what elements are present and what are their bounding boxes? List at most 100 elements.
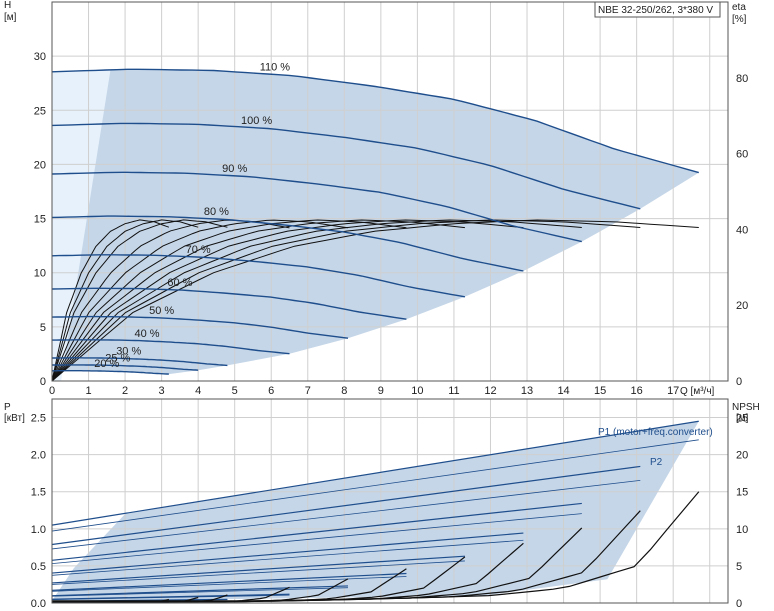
power-p1-curve [51,532,524,574]
efficiency-tick-label: 60 [736,149,748,161]
head-tick-label: 30 [34,51,46,63]
npsh-axis-unit: [м] [736,413,749,424]
x-tick-label: 4 [195,385,201,397]
head-curve-50 [51,315,349,339]
power-tick-label: 2.5 [31,413,46,425]
head-axis-unit: [м] [4,12,17,23]
head-tick-label: 10 [34,268,46,280]
head-curve-label: 80 % [204,206,229,218]
efficiency-curve-20 [51,219,170,382]
power-p2-curve [51,560,465,585]
x-tick-label: 2 [122,385,128,397]
power-p2-curve [51,587,348,597]
power-p1-curve [51,572,407,591]
power-tick-label: 0.0 [31,598,46,610]
head-tick-label: 25 [34,105,46,117]
p1-series-label: P1 (motor+freq.converter) [598,427,713,438]
flow-axis-title: Q [м³/ч] [680,386,715,397]
head-curve-20 [52,370,169,375]
head-curve-label: 25 % [105,353,130,365]
head-curve-label: 30 % [116,346,141,358]
head-tick-label: 20 [34,159,46,171]
head-curve-label: 20 % [94,358,119,370]
x-tick-label: 7 [305,385,311,397]
head-tick-label: 15 [34,214,46,226]
power-p2-curve [51,601,169,603]
npsh-tick-label: 10 [736,524,748,536]
head-curve-70 [51,254,466,298]
x-tick-label: 17 [667,385,679,397]
x-tick-label: 9 [378,385,384,397]
power-p2-curve [51,439,699,532]
efficiency-tick-label: 40 [736,224,748,236]
top-plot-frame [51,1,729,382]
power-p1-curve [51,585,348,597]
efficiency-curve-60 [51,219,407,382]
x-tick-label: 1 [85,385,91,397]
head-curve-25 [52,364,199,371]
x-tick-label: 15 [594,385,606,397]
x-tick-label: 0 [49,385,55,397]
head-curve-label: 50 % [149,305,174,317]
power-tick-label: 1.0 [31,524,46,536]
power-p2-curve [51,594,290,600]
x-tick-label: 11 [448,385,459,397]
x-tick-label: 6 [268,385,274,397]
efficiency-curve-30 [51,219,228,382]
head-curve-100 [51,122,641,210]
efficiency-curve-110 [51,219,699,382]
x-tick-label: 5 [232,385,238,397]
npsh-curve [52,598,170,603]
power-p1-curve [51,555,465,584]
bottom-plot-frame [51,398,729,604]
head-curve-60 [51,287,407,320]
p2-series-label: P2 [650,457,663,468]
head-curve-label: 60 % [167,277,192,289]
efficiency-tick-label: 0 [736,376,742,388]
power-axis-title: P [4,402,11,413]
head-curve-90 [51,171,582,243]
model-label: NBE 32-250/262, 3*380 V [598,5,713,16]
efficiency-curve-70 [51,219,465,382]
power-p2-curve [51,513,582,564]
efficiency-axis-title: eta [732,2,746,13]
efficiency-curve-100 [51,219,641,382]
model-label-box [594,1,721,18]
head-curve-label: 70 % [186,244,211,256]
head-curve-40 [52,339,290,355]
efficiency-curve-25 [51,219,199,382]
head-curve-label: 90 % [222,163,247,175]
x-tick-label: 8 [341,385,347,397]
power-p1-curve [51,420,699,526]
power-p1-curve [51,502,582,561]
power-tick-label: 0.5 [31,561,46,573]
npsh-tick-label: 25 [736,413,748,425]
head-curve-110 [51,68,699,174]
head-curve-label: 100 % [241,115,272,127]
efficiency-tick-label: 80 [736,73,748,85]
head-curve-30 [52,357,228,367]
power-axis-unit: [кВт] [4,413,25,424]
low-flow-area [52,69,111,382]
x-tick-label: 16 [631,385,643,397]
x-tick-label: 13 [521,385,533,397]
npsh-tick-label: 15 [736,487,748,499]
npsh-axis-title: NPSH [732,402,760,413]
power-p1-curve [51,465,641,546]
efficiency-tick-label: 20 [736,300,748,312]
npsh-tick-label: 0 [736,598,742,610]
npsh-tick-label: 5 [736,561,742,573]
x-tick-label: 10 [411,385,423,397]
head-axis-title: H [4,0,11,11]
npsh-tick-label: 20 [736,450,748,462]
head-tick-label: 0 [40,376,46,388]
head-tick-label: 5 [40,322,46,334]
power-tick-label: 2.0 [31,450,46,462]
head-curve-label: 40 % [134,328,159,340]
efficiency-curve-50 [51,219,349,382]
power-tick-label: 1.5 [31,487,46,499]
x-tick-label: 3 [159,385,165,397]
efficiency-axis-unit: [%] [732,14,747,25]
efficiency-curve-80 [51,219,524,382]
